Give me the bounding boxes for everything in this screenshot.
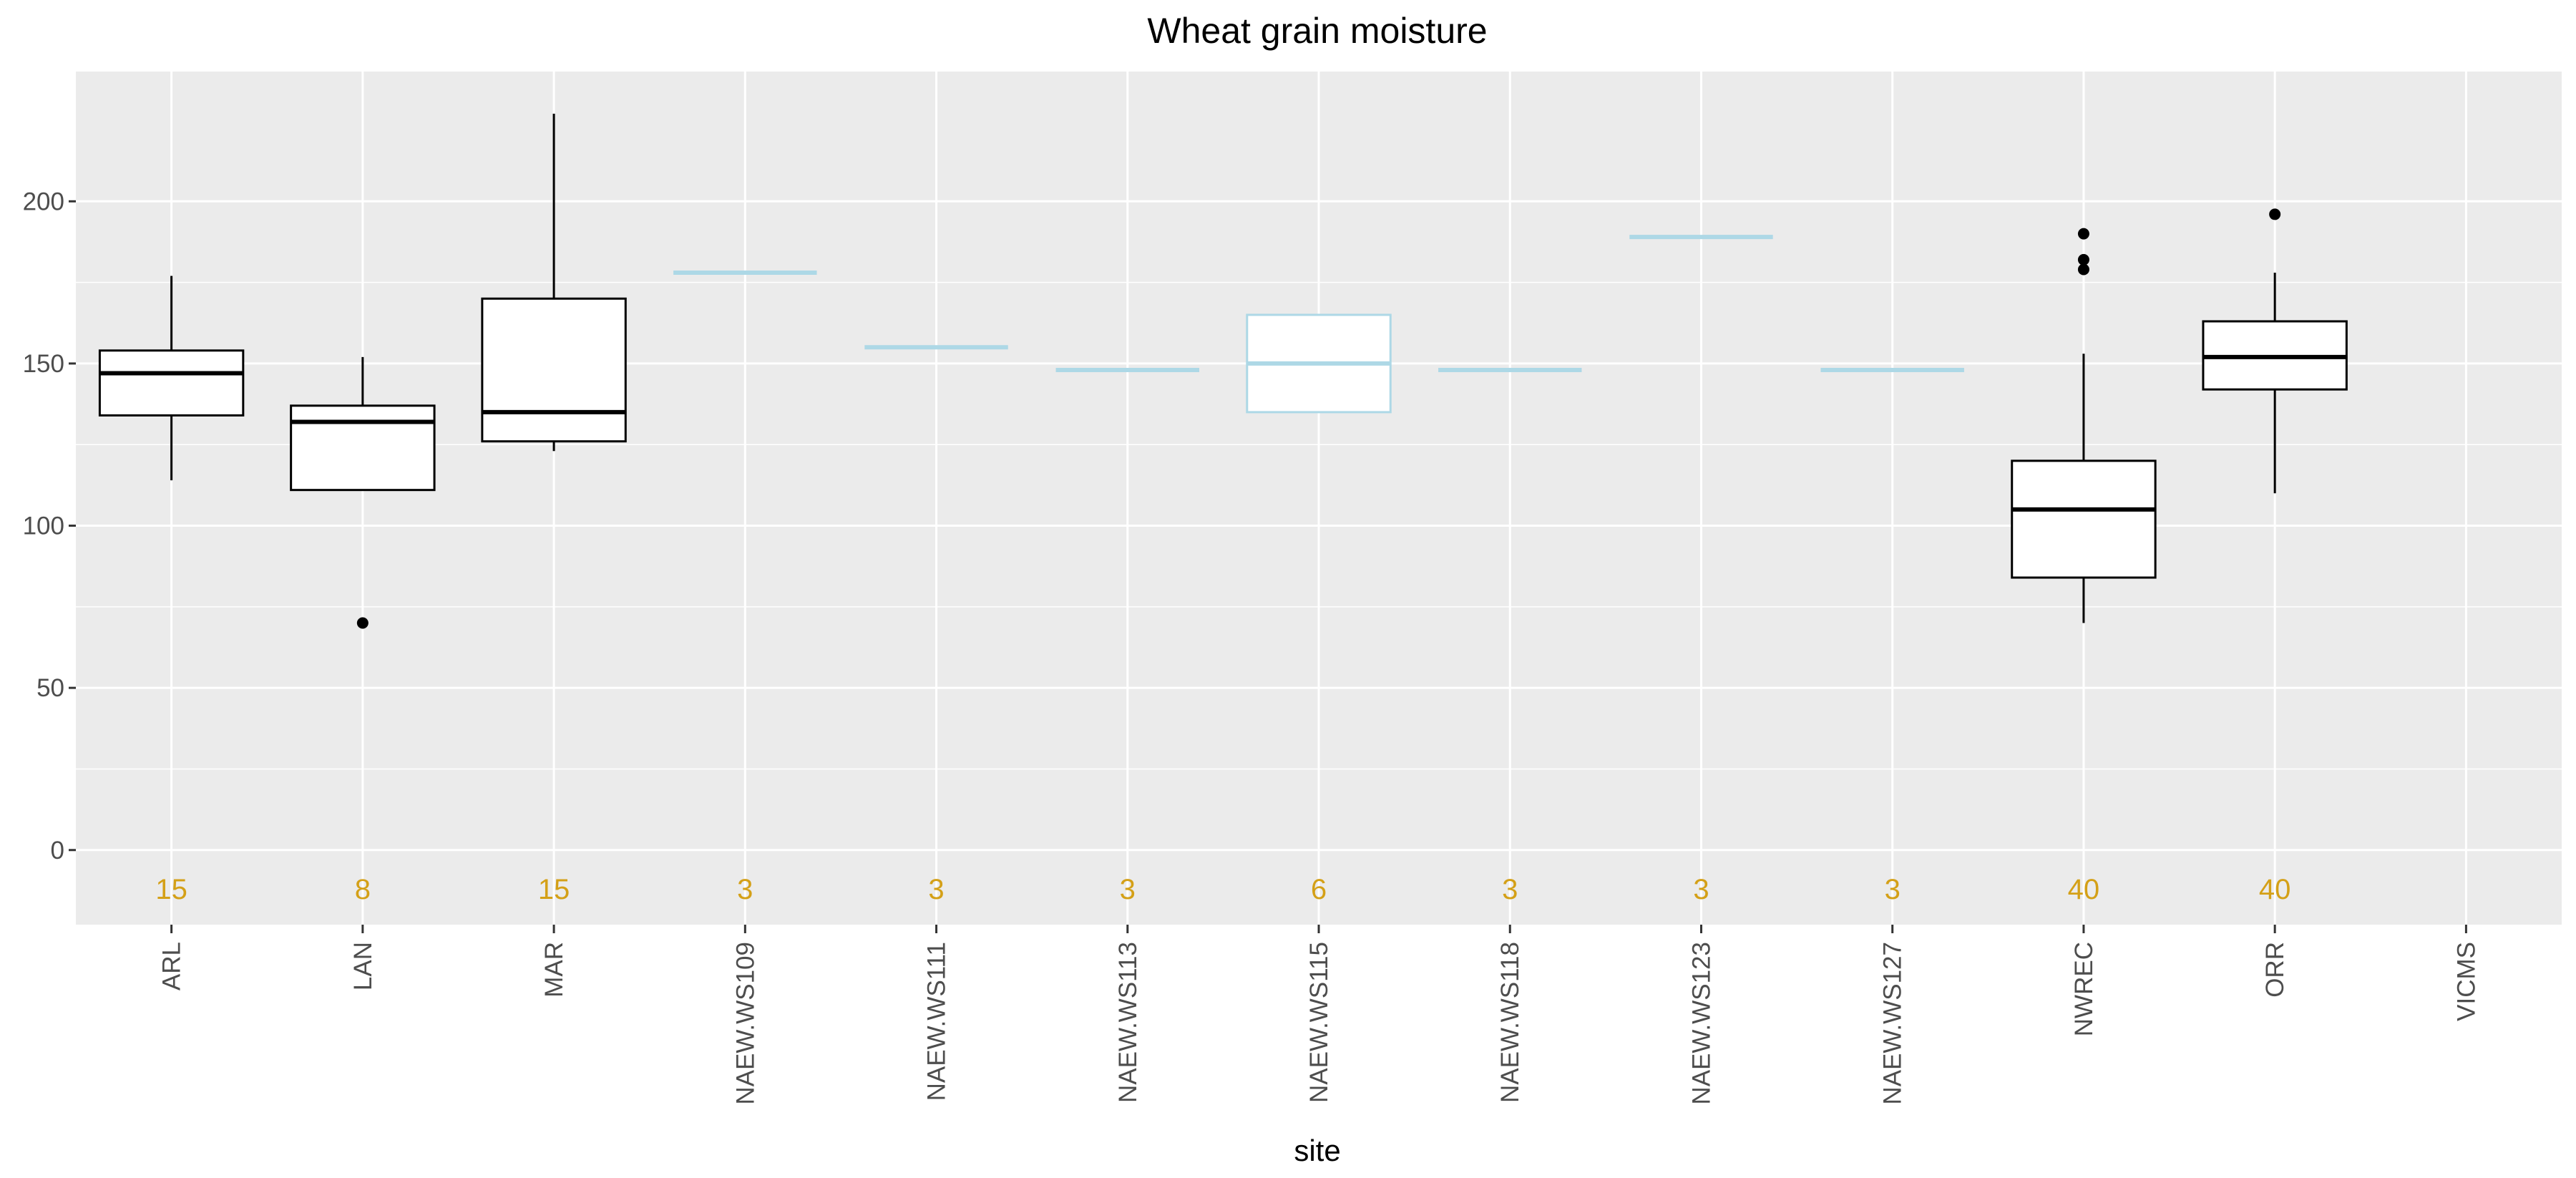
- x-tick-label-naew-ws127: NAEW.WS127: [1879, 942, 1907, 1105]
- count-label-naew-ws113: 3: [1120, 874, 1136, 905]
- count-label-naew-ws115: 6: [1311, 874, 1327, 905]
- count-label-mar: 15: [538, 874, 570, 905]
- x-tick-label-mar: MAR: [540, 942, 568, 998]
- count-label-naew-ws109: 3: [737, 874, 753, 905]
- count-label-naew-ws127: 3: [1885, 874, 1901, 905]
- box-iqr: [290, 404, 436, 492]
- box-iqr: [98, 349, 245, 417]
- y-tick-label: 150: [23, 350, 64, 378]
- x-tick-label-naew-ws113: NAEW.WS113: [1114, 942, 1142, 1103]
- count-label-lan: 8: [355, 874, 371, 905]
- box-layer: [98, 113, 2348, 629]
- box-nwrec: [2011, 228, 2157, 623]
- x-axis: ARL LAN MAR NAEW.WS109 NAEW.WS111 NAEW.WS113 N…: [158, 925, 2480, 1105]
- x-tick-label-lan: LAN: [349, 942, 377, 990]
- box-iqr: [2011, 459, 2157, 579]
- outlier-point: [2077, 263, 2089, 276]
- y-tick-label: 100: [23, 512, 64, 540]
- x-tick-label-naew-ws109: NAEW.WS109: [731, 942, 759, 1105]
- outlier-point: [2269, 208, 2281, 220]
- x-axis-title: site: [1294, 1134, 1340, 1167]
- chart-title: Wheat grain moisture: [1147, 11, 1487, 51]
- box-arl: [98, 276, 245, 481]
- outlier-point: [2077, 253, 2089, 266]
- count-label-arl: 15: [155, 874, 187, 905]
- y-tick-label: 200: [23, 188, 64, 215]
- outlier-point: [356, 617, 369, 629]
- count-labels: 15 8 15 3 3 3 6 3 3 3 40 40: [155, 874, 2290, 905]
- x-tick-label-naew-ws123: NAEW.WS123: [1687, 942, 1715, 1105]
- box-naew-ws115: [1246, 313, 1392, 414]
- x-tick-label-arl: ARL: [158, 942, 186, 990]
- box-iqr: [481, 297, 627, 443]
- y-tick-label: 50: [36, 674, 64, 702]
- outlier-point: [2077, 228, 2089, 240]
- count-label-naew-ws123: 3: [1693, 874, 1709, 905]
- count-label-orr: 40: [2259, 874, 2291, 905]
- count-label-naew-ws118: 3: [1502, 874, 1518, 905]
- x-tick-label-naew-ws115: NAEW.WS115: [1305, 942, 1333, 1103]
- box-mar: [481, 113, 627, 452]
- x-tick-label-nwrec: NWREC: [2070, 942, 2098, 1036]
- box-lan: [290, 356, 436, 629]
- box-orr: [2202, 208, 2348, 494]
- x-tick-label-orr: ORR: [2261, 942, 2289, 998]
- x-tick-label-naew-ws118: NAEW.WS118: [1496, 942, 1524, 1103]
- y-tick-label: 0: [51, 837, 64, 865]
- x-tick-label-naew-ws111: NAEW.WS111: [923, 942, 951, 1101]
- x-tick-label-vicms: VICMS: [2452, 942, 2480, 1021]
- count-label-nwrec: 40: [2068, 874, 2100, 905]
- y-axis: 0 50 100 150 200: [23, 188, 76, 865]
- count-label-naew-ws111: 3: [928, 874, 944, 905]
